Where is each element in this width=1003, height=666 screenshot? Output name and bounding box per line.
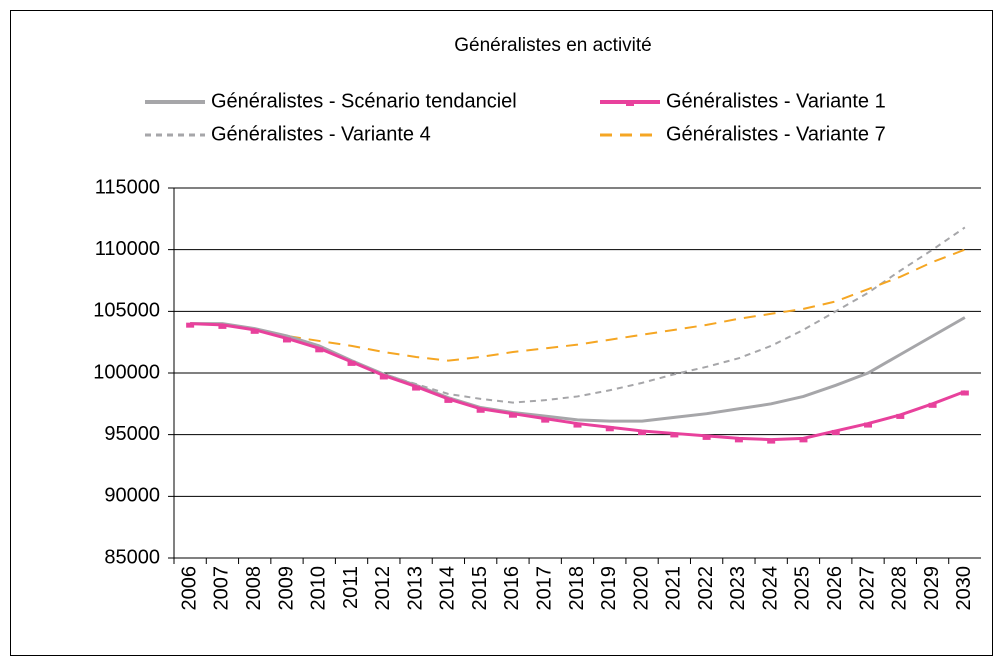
series-line	[190, 226, 966, 404]
x-tick-label: 2015	[469, 566, 491, 611]
chart-title: Généralistes en activité	[454, 35, 652, 56]
y-tick-label: 110000	[95, 238, 160, 260]
x-tick-label: 2025	[792, 566, 814, 611]
legend-marker	[626, 101, 634, 106]
legend-label: Généralistes - Scénario tendanciel	[211, 90, 517, 112]
marker	[347, 360, 356, 366]
marker	[767, 438, 776, 444]
marker	[186, 322, 195, 328]
series-line	[190, 316, 966, 423]
marker	[444, 397, 453, 403]
x-tick-label: 2030	[953, 566, 975, 611]
frame	[10, 10, 993, 656]
x-tick-label: 2017	[534, 566, 556, 611]
marker	[379, 374, 388, 380]
marker	[476, 407, 485, 413]
marker	[573, 422, 582, 428]
marker	[638, 429, 647, 435]
marker	[670, 432, 679, 438]
marker	[218, 323, 227, 329]
x-tick-label: 2021	[663, 566, 685, 611]
x-tick-label: 2026	[824, 566, 846, 611]
legend-label: Généralistes - Variante 7	[666, 123, 886, 145]
marker	[702, 434, 711, 440]
x-tick-label: 2019	[598, 566, 620, 611]
x-tick-label: 2013	[404, 566, 426, 611]
series-line	[190, 248, 966, 362]
marker	[250, 328, 259, 334]
x-tick-label: 2027	[856, 566, 878, 611]
marker	[315, 347, 324, 353]
y-tick-label: 85000	[104, 546, 160, 568]
y-tick-label: 100000	[93, 361, 160, 383]
x-tick-label: 2014	[437, 566, 459, 611]
x-tick-label: 2010	[308, 566, 330, 611]
x-tick-label: 2018	[566, 566, 588, 611]
y-tick-label: 115000	[95, 176, 160, 198]
marker	[864, 422, 873, 428]
x-tick-label: 2029	[921, 566, 943, 611]
x-tick-label: 2022	[695, 566, 717, 611]
legend-label: Généralistes - Variante 1	[666, 90, 886, 112]
x-tick-label: 2007	[211, 566, 233, 611]
x-tick-label: 2009	[275, 566, 297, 611]
marker	[799, 437, 808, 443]
marker	[928, 402, 937, 408]
x-tick-label: 2011	[340, 566, 362, 609]
legend-label: Généralistes - Variante 4	[211, 123, 431, 145]
marker	[896, 413, 905, 419]
marker	[541, 417, 550, 423]
x-tick-label: 2012	[372, 566, 394, 611]
marker	[831, 429, 840, 435]
y-tick-label: 90000	[104, 485, 160, 507]
x-tick-label: 2008	[243, 566, 265, 611]
x-tick-label: 2020	[630, 566, 652, 611]
y-tick-label: 95000	[104, 423, 160, 445]
marker	[734, 437, 743, 443]
x-tick-label: 2024	[759, 566, 781, 611]
marker	[960, 390, 969, 396]
x-tick-label: 2006	[178, 566, 200, 611]
marker	[605, 426, 614, 432]
marker	[412, 385, 421, 391]
x-tick-label: 2028	[889, 566, 911, 611]
x-tick-label: 2016	[501, 566, 523, 611]
marker	[508, 412, 517, 418]
marker	[282, 337, 291, 343]
y-tick-label: 105000	[93, 300, 160, 322]
x-tick-label: 2023	[727, 566, 749, 611]
